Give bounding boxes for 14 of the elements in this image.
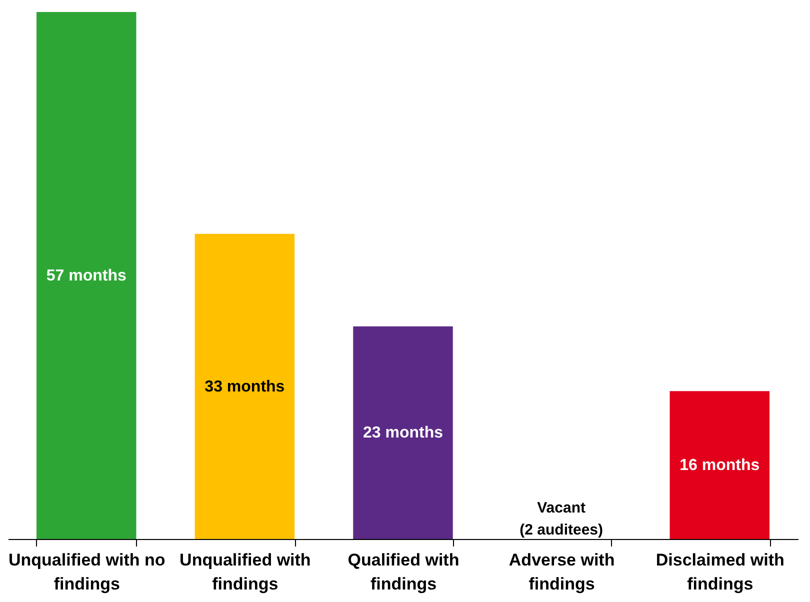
x-tick-label: Disclaimed with findings xyxy=(656,550,784,594)
annotation: Vacant (2 auditees) xyxy=(520,499,603,538)
x-tick-label: Adverse with findings xyxy=(508,550,615,594)
bar xyxy=(36,12,136,539)
bar xyxy=(670,391,770,539)
data-label: 23 months xyxy=(362,424,444,442)
bar xyxy=(353,326,453,539)
data-label: 33 months xyxy=(204,378,285,396)
x-tick-label: Qualified with findings xyxy=(348,550,460,594)
x-tick-label: Unqualified with no findings xyxy=(8,550,166,594)
x-tick-label: Unqualified with findings xyxy=(180,550,311,594)
data-label: 16 months xyxy=(680,457,760,474)
bar xyxy=(194,234,295,539)
data-label: 57 months xyxy=(46,268,126,284)
